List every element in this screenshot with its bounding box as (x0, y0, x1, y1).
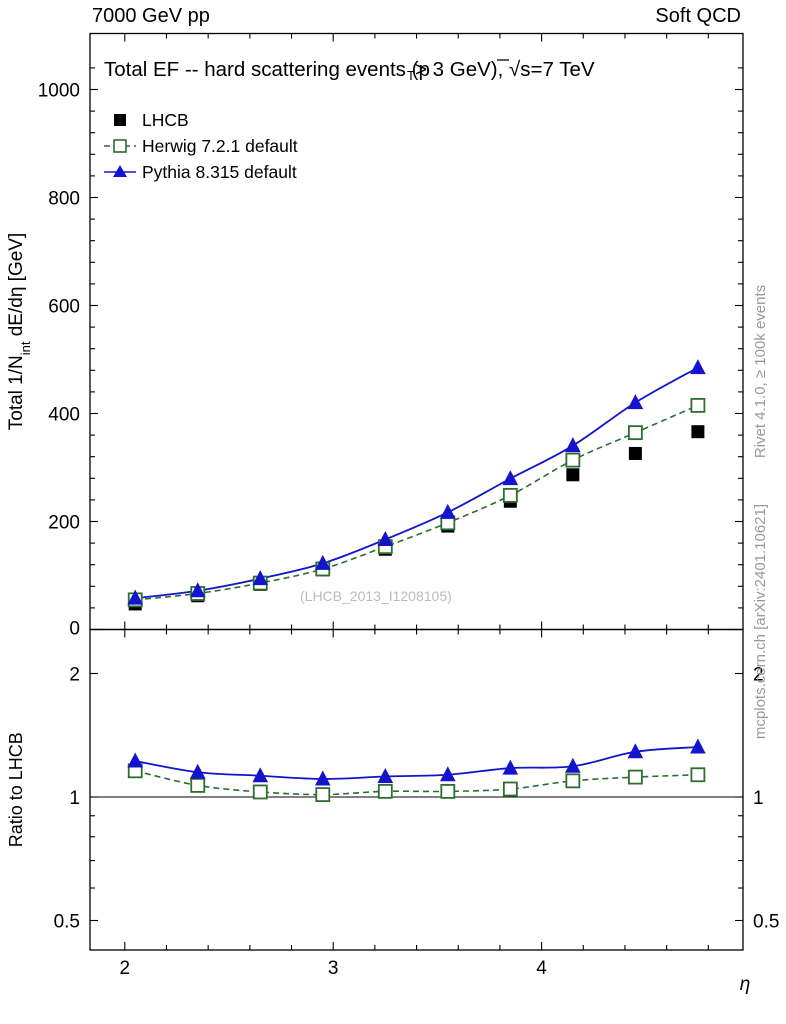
svg-text:2: 2 (69, 665, 80, 686)
svg-text:Soft QCD: Soft QCD (655, 5, 741, 27)
svg-text:0.5: 0.5 (753, 912, 779, 933)
svg-text:0: 0 (69, 619, 80, 640)
svg-text:1: 1 (753, 788, 764, 809)
svg-text:1000: 1000 (38, 81, 80, 102)
svg-text:1: 1 (69, 788, 80, 809)
svg-text:2: 2 (120, 958, 131, 979)
svg-text:4: 4 (536, 958, 547, 979)
svg-text:400: 400 (48, 405, 80, 426)
svg-text:mcplots.cern.ch [arXiv:2401.10: mcplots.cern.ch [arXiv:2401.10621] (752, 504, 769, 739)
svg-text:> 3 GeV), √s=7 TeV: > 3 GeV), √s=7 TeV (415, 58, 595, 81)
svg-text:Rivet 4.1.0, ≥ 100k events: Rivet 4.1.0, ≥ 100k events (752, 285, 769, 458)
svg-text:Total EF -- hard scattering ev: Total EF -- hard scattering events (p (104, 58, 430, 81)
svg-text:(LHCB_2013_I1208105): (LHCB_2013_I1208105) (300, 588, 452, 604)
svg-text:800: 800 (48, 189, 80, 210)
svg-text:200: 200 (48, 513, 80, 534)
svg-text:3: 3 (328, 958, 339, 979)
svg-text:LHCB: LHCB (142, 110, 189, 130)
svg-text:7000 GeV pp: 7000 GeV pp (92, 5, 210, 27)
svg-text:Ratio to LHCB: Ratio to LHCB (6, 732, 26, 847)
svg-text:0.5: 0.5 (54, 912, 80, 933)
svg-text:Herwig 7.2.1 default: Herwig 7.2.1 default (142, 136, 298, 156)
svg-text:Pythia 8.315 default: Pythia 8.315 default (142, 162, 297, 182)
svg-text:600: 600 (48, 297, 80, 318)
svg-text:η: η (740, 974, 751, 995)
svg-text:T: T (407, 68, 415, 83)
